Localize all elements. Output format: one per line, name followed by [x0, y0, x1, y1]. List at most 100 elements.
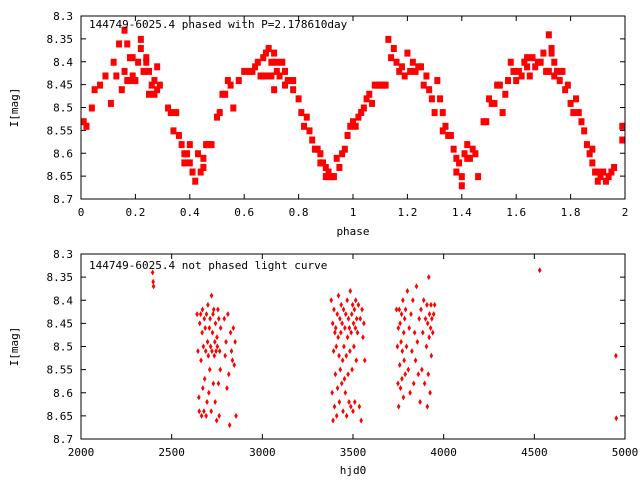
data-point — [336, 334, 340, 341]
data-point — [348, 288, 353, 294]
data-point — [143, 58, 150, 66]
data-point — [369, 99, 376, 107]
data-point — [156, 81, 163, 89]
data-point — [339, 150, 346, 158]
data-point — [186, 141, 193, 149]
data-point — [206, 301, 210, 308]
data-point — [334, 412, 339, 419]
data-point — [271, 86, 278, 94]
data-point — [186, 159, 193, 167]
data-point — [614, 352, 618, 359]
data-point — [202, 408, 206, 415]
data-point — [213, 399, 217, 405]
data-point — [581, 127, 588, 135]
data-point — [208, 141, 215, 149]
data-point — [331, 348, 336, 355]
data-point — [605, 173, 612, 181]
data-point — [165, 104, 172, 112]
data-point — [207, 389, 211, 396]
data-point — [402, 315, 407, 322]
data-point — [268, 72, 275, 80]
data-point — [401, 329, 406, 336]
data-point — [363, 95, 370, 103]
data-point — [600, 168, 607, 176]
data-point — [212, 352, 217, 359]
data-point — [333, 371, 338, 378]
data-point — [192, 177, 199, 185]
data-point — [137, 45, 144, 53]
data-point — [551, 72, 558, 80]
data-point — [262, 49, 269, 57]
data-point — [345, 297, 349, 304]
data-point — [121, 26, 128, 34]
data-point — [432, 301, 437, 308]
y-tick-label: 8.3 — [53, 248, 73, 261]
data-point — [346, 371, 350, 378]
data-point — [265, 45, 272, 53]
y-tick-label: 8.6 — [53, 147, 73, 160]
data-point — [347, 399, 351, 405]
y-axis-label: I[mag] — [8, 327, 21, 367]
data-point — [216, 306, 220, 313]
y-tick-label: 8.4 — [53, 56, 73, 69]
data-point — [298, 109, 305, 117]
data-point — [124, 40, 131, 48]
data-point — [417, 315, 421, 322]
data-point — [107, 99, 114, 107]
data-point — [332, 306, 336, 313]
data-point — [425, 320, 430, 327]
data-point — [317, 150, 324, 158]
data-point — [437, 95, 444, 103]
data-point — [341, 145, 348, 153]
data-point — [411, 380, 416, 387]
y-axis-label: I[mag] — [8, 88, 21, 128]
data-point — [222, 315, 227, 322]
data-point — [602, 177, 609, 185]
data-point — [151, 90, 158, 98]
data-point — [502, 90, 509, 98]
data-point — [199, 412, 204, 419]
data-point — [230, 104, 237, 112]
data-point — [334, 343, 339, 350]
data-point — [181, 159, 188, 167]
data-point — [336, 163, 343, 171]
data-point — [335, 311, 340, 318]
data-point — [197, 320, 202, 327]
data-point — [337, 352, 341, 359]
data-point — [413, 357, 418, 364]
data-point — [357, 403, 362, 410]
data-point — [461, 150, 468, 158]
data-point — [338, 366, 343, 373]
data-point — [347, 325, 352, 331]
data-point — [524, 63, 531, 71]
data-point — [350, 366, 354, 373]
data-point — [518, 72, 525, 80]
data-point — [330, 389, 334, 396]
data-point — [352, 343, 356, 350]
data-point — [343, 389, 348, 396]
data-point — [151, 283, 156, 290]
data-point — [466, 154, 473, 162]
data-point — [422, 380, 427, 387]
data-point — [227, 81, 234, 89]
data-point — [102, 72, 109, 80]
data-point — [388, 54, 395, 62]
data-point — [178, 141, 185, 149]
data-point — [430, 329, 435, 336]
data-point — [189, 168, 196, 176]
data-point — [350, 118, 356, 126]
data-point — [556, 77, 563, 85]
data-point — [429, 352, 434, 359]
data-point — [475, 173, 482, 181]
data-point — [341, 306, 346, 313]
data-point — [401, 72, 408, 80]
data-point — [395, 343, 400, 350]
data-point — [431, 311, 436, 318]
data-point — [339, 301, 344, 308]
x-tick-label: 2000 — [68, 446, 95, 459]
x-tick-label: 0.4 — [180, 206, 200, 219]
x-axis-label: hjd0 — [340, 464, 367, 477]
x-tick-label: 1 — [350, 206, 357, 219]
data-point — [211, 380, 216, 387]
data-point — [303, 113, 310, 121]
